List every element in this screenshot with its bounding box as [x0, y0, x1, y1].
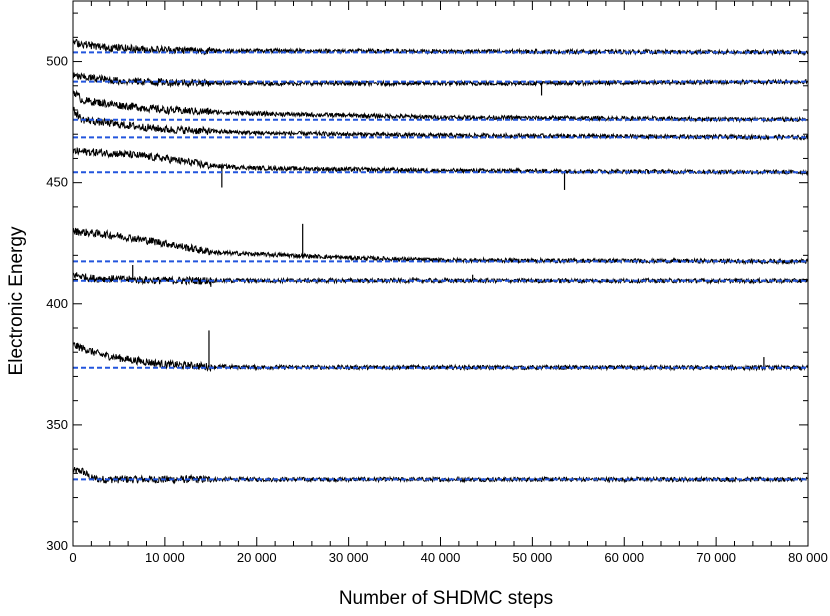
- x-tick-label: 20 000: [237, 550, 277, 565]
- y-tick-label: 400: [46, 296, 68, 311]
- x-tick-label: 40 000: [421, 550, 461, 565]
- x-tick-label: 30 000: [329, 550, 369, 565]
- plot-area: [72, 38, 809, 485]
- y-tick-label: 350: [46, 417, 68, 432]
- x-tick-label: 60 000: [604, 550, 644, 565]
- y-tick-label: 300: [46, 538, 68, 553]
- energy-trace-4: [72, 227, 809, 266]
- x-tick-label: 50 000: [512, 550, 552, 565]
- axes: 0 10 000 20 000 30 000 40 000 50 000 60 000 70 …: [46, 0, 828, 565]
- energy-trace-5: [72, 147, 809, 176]
- energy-trace-3: [72, 272, 809, 286]
- x-tick-label: 80 000: [788, 550, 828, 565]
- energy-trace-2: [72, 341, 809, 373]
- energy-trace-1: [72, 466, 809, 485]
- x-tick-label: 70 000: [696, 550, 736, 565]
- y-axis-title: Electronic Energy: [6, 226, 27, 375]
- y-tick-label: 450: [46, 175, 68, 190]
- y-tick-label: 500: [46, 54, 68, 69]
- energy-trace-6: [72, 106, 809, 141]
- x-axis-title: Number of SHDMC steps: [339, 588, 553, 609]
- energy-trace-8: [72, 72, 809, 89]
- x-tick-label: 0: [69, 550, 76, 565]
- energy-trace-7: [72, 89, 809, 124]
- x-tick-label: 10 000: [145, 550, 185, 565]
